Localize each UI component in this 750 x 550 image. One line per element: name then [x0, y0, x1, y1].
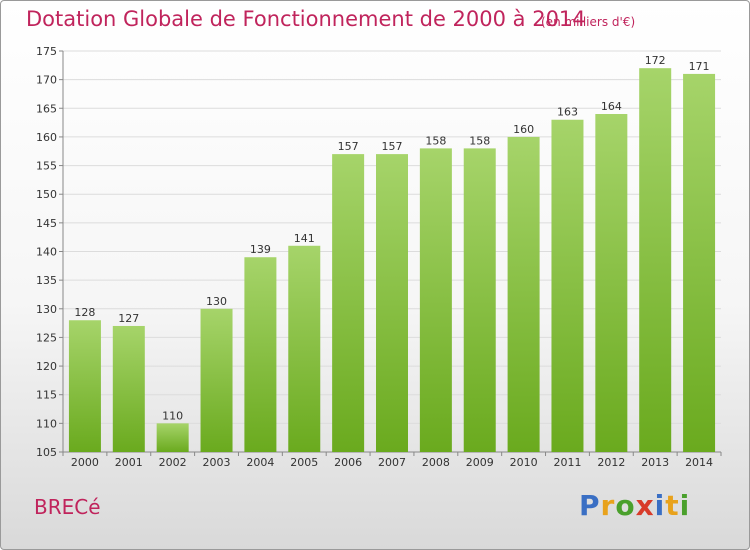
x-tick-label: 2011	[553, 456, 581, 469]
y-tick-label: 155	[36, 160, 57, 173]
y-tick-label: 170	[36, 74, 57, 87]
y-tick-label: 130	[36, 303, 57, 316]
x-tick-label: 2007	[378, 456, 406, 469]
bar	[551, 119, 584, 452]
bar	[595, 114, 628, 452]
data-label: 171	[689, 60, 710, 73]
y-tick-label: 175	[36, 45, 57, 58]
bar	[639, 68, 672, 452]
bar	[288, 245, 321, 452]
y-tick-label: 115	[36, 389, 57, 402]
x-tick-label: 2001	[115, 456, 143, 469]
data-label: 139	[250, 243, 271, 256]
x-tick-label: 2009	[466, 456, 494, 469]
data-label: 130	[206, 295, 227, 308]
chart-title: Dotation Globale de Fonctionnement de 20…	[26, 7, 586, 31]
y-tick-label: 145	[36, 217, 57, 230]
bar	[244, 257, 277, 452]
commune-name: BRECé	[34, 495, 101, 519]
logo-letter: x	[635, 489, 655, 522]
y-tick-label: 105	[36, 446, 57, 459]
bar	[332, 154, 365, 452]
data-label: 157	[338, 140, 359, 153]
proxiti-logo[interactable]: Proxiti	[579, 489, 690, 522]
data-label: 127	[118, 312, 139, 325]
bar	[112, 325, 145, 452]
x-tick-label: 2005	[290, 456, 318, 469]
x-tick-label: 2000	[71, 456, 99, 469]
bar	[463, 148, 496, 452]
x-tick-label: 2004	[246, 456, 274, 469]
bar	[419, 148, 452, 452]
y-tick-label: 120	[36, 360, 57, 373]
logo-letter: i	[654, 489, 666, 522]
data-label: 110	[162, 409, 183, 422]
y-tick-label: 125	[36, 331, 57, 344]
bar	[376, 154, 408, 452]
data-label: 163	[557, 106, 578, 119]
data-label: 172	[645, 54, 666, 67]
x-tick-label: 2014	[685, 456, 713, 469]
logo-letter: r	[600, 489, 616, 522]
bar	[507, 136, 540, 452]
data-label: 164	[601, 100, 622, 113]
logo-letter: P	[579, 489, 601, 522]
x-tick-label: 2012	[597, 456, 625, 469]
bars	[68, 68, 716, 453]
data-label: 128	[74, 306, 95, 319]
x-tick-label: 2002	[159, 456, 187, 469]
x-tick-label: 2010	[510, 456, 538, 469]
data-label: 157	[382, 140, 403, 153]
bar	[156, 423, 189, 452]
chart-subtitle: (en milliers d'€)	[541, 15, 636, 29]
x-tick-label: 2003	[203, 456, 231, 469]
labels: 128 127 110 130 139 141 157 157 158 158 160 163 164 1…	[74, 54, 709, 422]
y-tick-label: 150	[36, 188, 57, 201]
x-tick-label: 2013	[641, 456, 669, 469]
data-label: 158	[469, 134, 490, 147]
bar	[683, 73, 716, 453]
data-label: 160	[513, 123, 534, 136]
y-tick-label: 135	[36, 274, 57, 287]
x-tick-label: 2008	[422, 456, 450, 469]
data-label: 158	[425, 134, 446, 147]
bar	[200, 308, 233, 452]
y-tick-label: 165	[36, 102, 57, 115]
data-label: 141	[294, 232, 315, 245]
bar	[68, 320, 101, 452]
y-tick-label: 110	[36, 417, 57, 430]
logo-letter: i	[679, 489, 691, 522]
y-tick-label: 160	[36, 131, 57, 144]
logo-letter: o	[615, 489, 636, 522]
logo-letter: t	[665, 489, 680, 522]
x-tick-label: 2006	[334, 456, 362, 469]
y-tick-label: 140	[36, 246, 57, 259]
